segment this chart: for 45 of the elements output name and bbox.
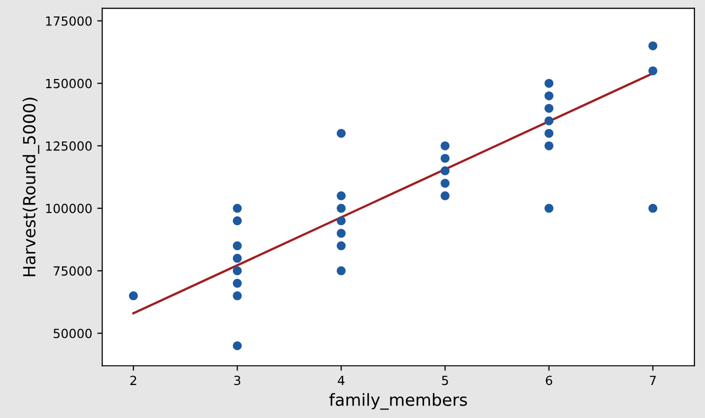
point <box>440 154 450 163</box>
y-axis-title: Harvest(Round_5000) <box>22 98 40 276</box>
x-tick-label: 2 <box>130 376 136 385</box>
point <box>336 228 346 238</box>
y-tick-label: 50000 <box>54 328 92 338</box>
y-tick-label: 100000 <box>46 204 92 214</box>
point <box>336 128 346 138</box>
x-tick-label: 5 <box>442 376 448 386</box>
point <box>336 191 346 200</box>
point <box>648 41 658 50</box>
x-axis-title: family_members <box>329 393 467 410</box>
point <box>232 341 242 350</box>
point <box>336 266 346 276</box>
point <box>232 266 242 276</box>
point <box>440 178 450 188</box>
point <box>232 216 242 226</box>
y-tick-label: 75000 <box>54 266 92 276</box>
x-tick-label: 4 <box>338 376 344 385</box>
y-tick-label: 150000 <box>46 78 92 88</box>
point <box>648 66 658 76</box>
point <box>336 241 346 250</box>
point <box>336 216 346 226</box>
point <box>128 291 138 300</box>
point <box>232 254 242 263</box>
point <box>232 291 242 300</box>
point <box>544 204 554 213</box>
point <box>232 278 242 288</box>
x-tick-label: 7 <box>650 376 656 385</box>
point <box>544 116 554 126</box>
y-tick-label: 175000 <box>46 16 92 26</box>
y-tick-label: 125000 <box>46 141 92 151</box>
point <box>544 128 554 138</box>
point <box>440 191 450 200</box>
point <box>544 141 554 150</box>
x-tick-label: 6 <box>546 376 552 386</box>
point <box>648 204 658 213</box>
point <box>232 241 242 250</box>
point <box>544 91 554 100</box>
point <box>440 141 450 150</box>
point <box>232 204 242 213</box>
point <box>544 104 554 113</box>
point <box>336 204 346 213</box>
x-tick-label: 3 <box>234 376 240 386</box>
point <box>544 78 554 88</box>
point <box>440 166 450 176</box>
